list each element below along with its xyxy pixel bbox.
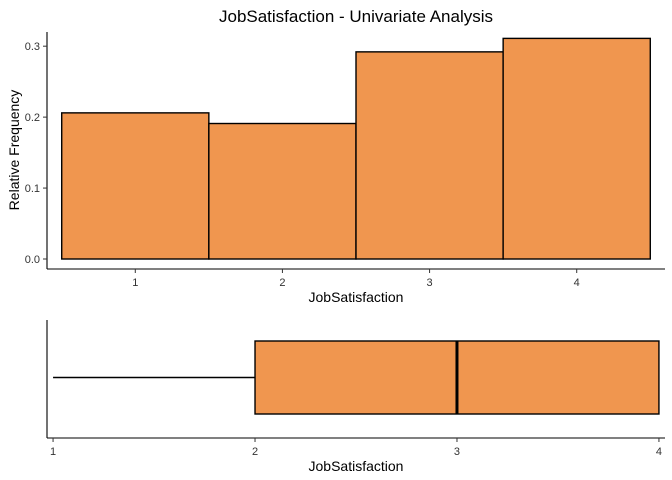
histogram-y-axis-title: Relative Frequency bbox=[6, 90, 22, 211]
x-tick-label: 4 bbox=[656, 446, 662, 458]
x-tick-label: 2 bbox=[252, 446, 258, 458]
chart-title: JobSatisfaction - Univariate Analysis bbox=[219, 7, 493, 26]
x-tick-label: 4 bbox=[574, 277, 580, 289]
y-tick-label: 0.3 bbox=[25, 41, 40, 53]
x-tick-label: 3 bbox=[427, 277, 433, 289]
histogram-panel: 0.0 0.1 0.2 0.3 1 2 3 4 JobSatisfaction Relati… bbox=[6, 32, 665, 305]
boxplot-marks bbox=[53, 340, 660, 415]
x-tick-label: 3 bbox=[454, 446, 460, 458]
x-tick-label: 1 bbox=[50, 446, 56, 458]
bar-1 bbox=[61, 112, 210, 260]
histogram-y-ticks: 0.0 0.1 0.2 0.3 bbox=[25, 41, 47, 266]
bar-3 bbox=[355, 51, 504, 260]
bar-4 bbox=[502, 37, 651, 260]
histogram-x-axis-title: JobSatisfaction bbox=[309, 289, 404, 305]
histogram-x-ticks: 1 2 3 4 bbox=[132, 269, 580, 289]
x-tick-label: 1 bbox=[132, 277, 138, 289]
boxplot-x-axis-title: JobSatisfaction bbox=[309, 458, 404, 474]
boxplot-x-ticks: 1 2 3 4 bbox=[50, 438, 662, 458]
boxplot-panel: 1 2 3 4 JobSatisfaction bbox=[46, 320, 665, 474]
histogram-bars bbox=[61, 37, 651, 260]
x-tick-label: 2 bbox=[279, 277, 285, 289]
y-tick-label: 0.1 bbox=[25, 183, 40, 195]
bar-2 bbox=[208, 122, 357, 260]
y-tick-label: 0.2 bbox=[25, 112, 40, 124]
y-tick-label: 0.0 bbox=[25, 254, 40, 266]
